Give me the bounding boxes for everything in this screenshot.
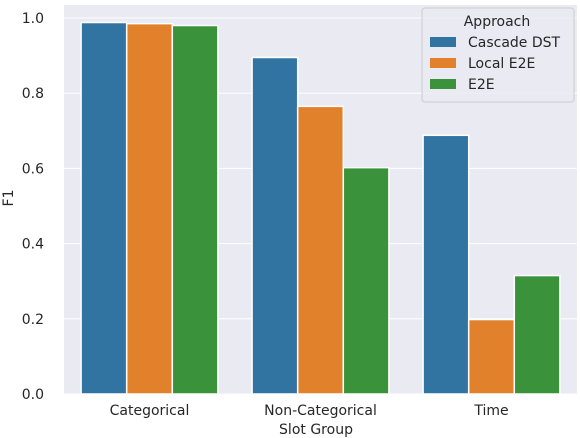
bar <box>251 56 299 395</box>
legend-title: Approach <box>464 14 531 30</box>
bar <box>342 166 390 395</box>
x-axis-label: Slot Group <box>279 422 353 438</box>
legend-label: E2E <box>468 77 495 93</box>
legend-box <box>421 7 575 103</box>
y-tick-label: 0.2 <box>22 312 44 328</box>
x-tick-label: Categorical <box>110 403 190 419</box>
bar <box>467 318 516 395</box>
bar <box>296 105 345 395</box>
x-tick-label: Time <box>473 403 508 419</box>
legend-entries: Cascade DST Local E2E E2E <box>430 35 561 93</box>
legend-swatch <box>430 58 456 68</box>
y-axis-label: F1 <box>1 190 17 207</box>
legend-label: Cascade DST <box>468 35 561 51</box>
x-axis-ticks: Categorical Non-Categorical Time <box>110 403 509 419</box>
legend: Approach Cascade DST Local E2E E2E <box>421 7 575 103</box>
x-tick-label: Non-Categorical <box>264 403 377 419</box>
bar <box>513 274 561 395</box>
bar <box>422 134 470 395</box>
y-tick-label: 0.0 <box>22 387 44 403</box>
y-axis-ticks: 0.0 0.2 0.4 0.6 0.8 1.0 <box>22 11 44 403</box>
legend-swatch <box>430 37 456 47</box>
bars <box>80 21 561 395</box>
bar <box>171 24 219 395</box>
y-tick-label: 0.6 <box>22 161 44 177</box>
y-tick-label: 1.0 <box>22 11 44 27</box>
legend-swatch <box>430 79 456 89</box>
y-tick-label: 0.4 <box>22 237 44 253</box>
bar <box>80 21 128 395</box>
y-tick-label: 0.8 <box>22 86 44 102</box>
legend-label: Local E2E <box>468 56 535 72</box>
bar <box>125 22 174 395</box>
